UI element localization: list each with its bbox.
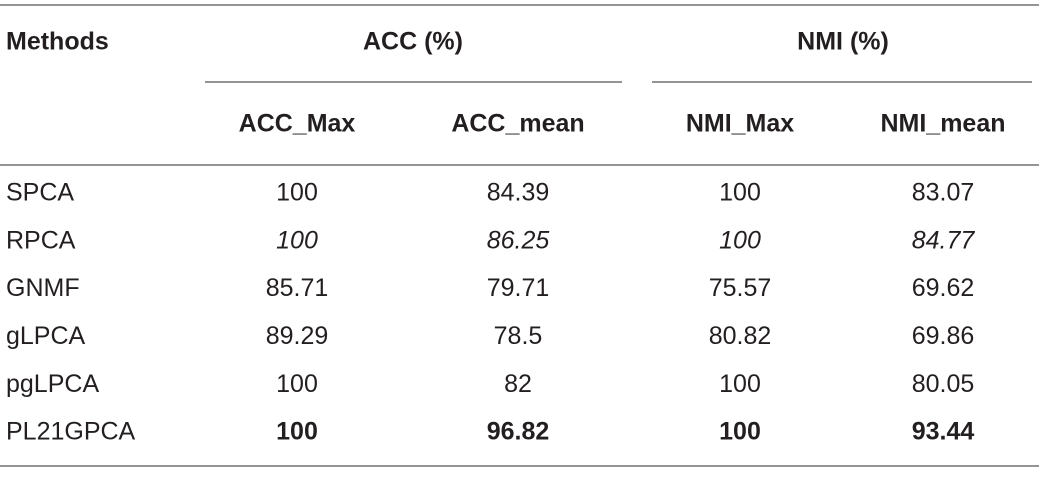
cell: 100 xyxy=(276,418,318,446)
row-label: GNMF xyxy=(6,274,80,302)
column-header: ACC_mean xyxy=(451,110,584,138)
cell: 93.44 xyxy=(912,418,975,446)
cell: 83.07 xyxy=(912,179,975,207)
cell: 82 xyxy=(504,370,532,398)
cell: 96.82 xyxy=(487,418,550,446)
column-header: ACC_Max xyxy=(239,110,356,138)
cell: 80.82 xyxy=(709,322,772,350)
cell: 89.29 xyxy=(266,322,329,350)
cell: 69.62 xyxy=(912,274,975,302)
cell: 100 xyxy=(719,418,761,446)
row-label: SPCA xyxy=(6,179,74,207)
column-header: NMI_mean xyxy=(880,110,1005,138)
cell: 78.5 xyxy=(494,322,543,350)
cell: 100 xyxy=(719,370,761,398)
row-label: pgLPCA xyxy=(6,370,99,398)
cell: 75.57 xyxy=(709,274,772,302)
cell: 100 xyxy=(276,370,318,398)
row-label: RPCA xyxy=(6,226,76,254)
cell: 84.39 xyxy=(487,179,550,207)
cell: 86.25 xyxy=(487,226,550,254)
column-header: NMI_Max xyxy=(686,110,794,138)
row-label: PL21GPCA xyxy=(6,418,136,446)
group-header: ACC (%) xyxy=(363,28,463,56)
cell: 84.77 xyxy=(912,226,976,254)
cell: 100 xyxy=(719,226,761,254)
cell: 100 xyxy=(719,179,761,207)
row-label: gLPCA xyxy=(6,322,86,350)
header-methods: Methods xyxy=(6,28,109,56)
cell: 79.71 xyxy=(487,274,550,302)
cell: 80.05 xyxy=(912,370,975,398)
group-header: NMI (%) xyxy=(797,28,889,56)
cell: 100 xyxy=(276,179,318,207)
cell: 100 xyxy=(276,226,318,254)
cell: 69.86 xyxy=(912,322,975,350)
cell: 85.71 xyxy=(266,274,329,302)
